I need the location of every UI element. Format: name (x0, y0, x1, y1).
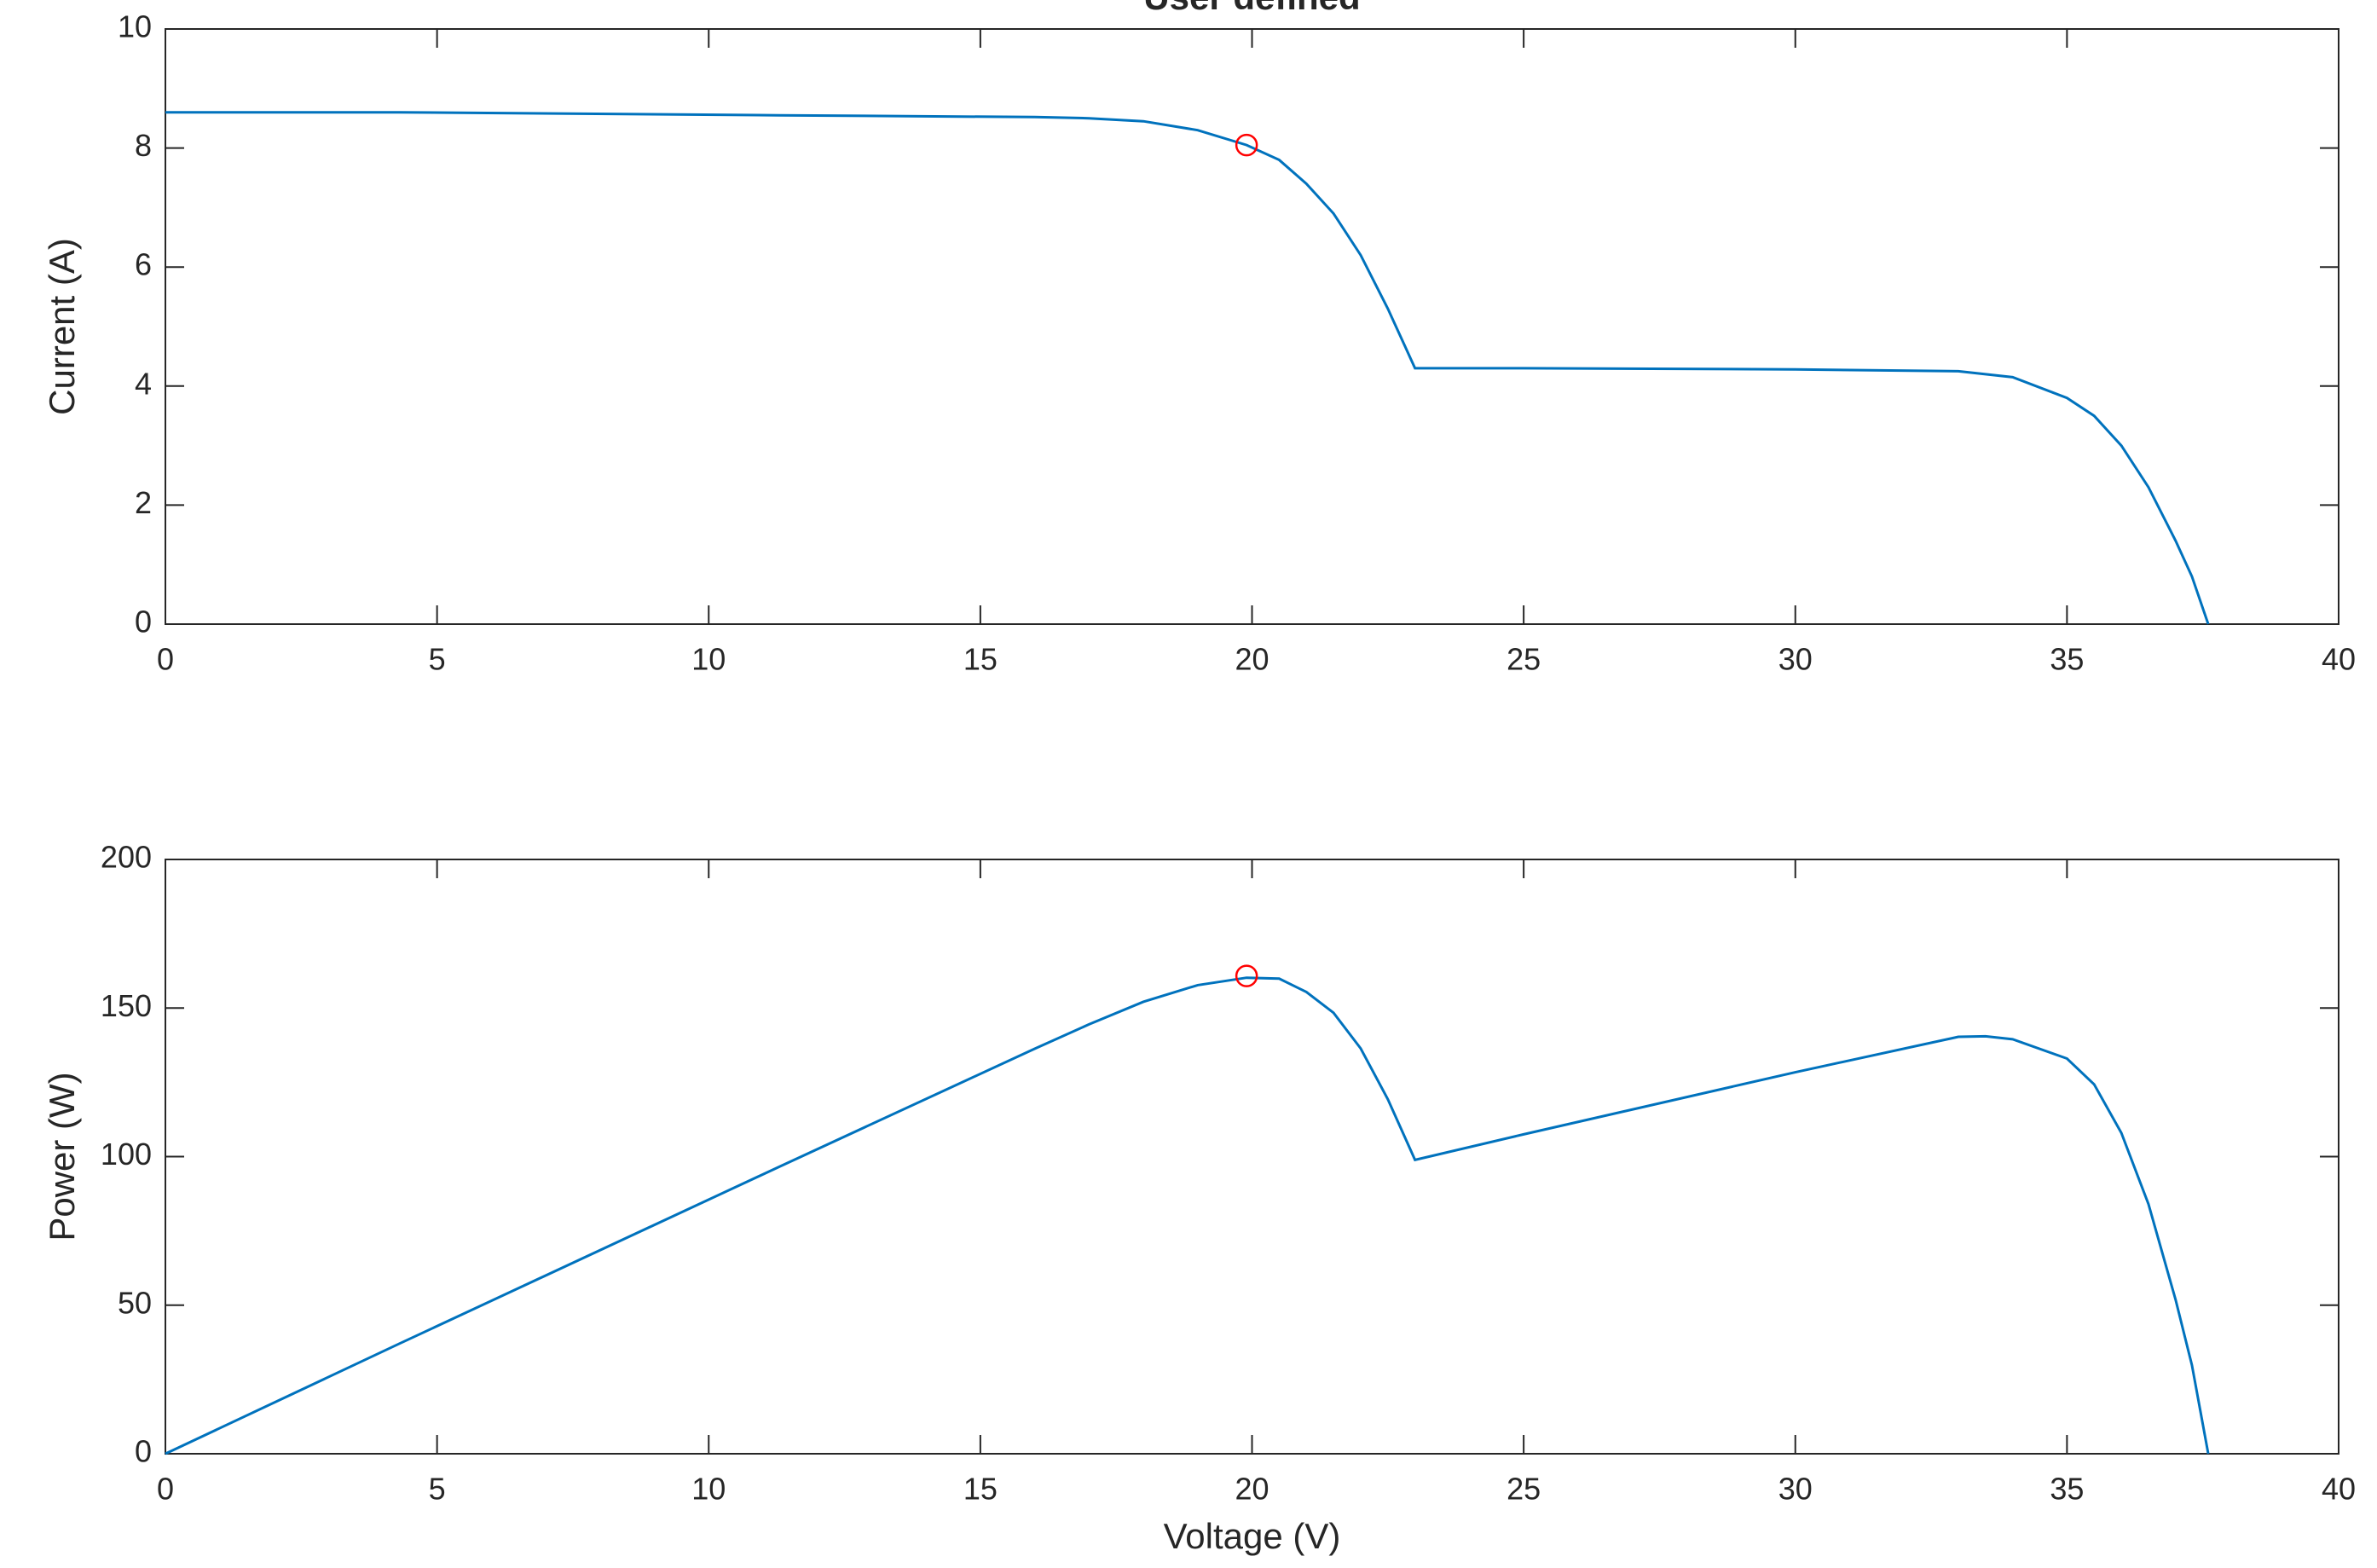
x-tick-label: 40 (2322, 642, 2356, 677)
x-tick-label: 20 (1235, 1472, 1269, 1507)
y-tick-label: 0 (135, 605, 152, 639)
max-power-marker (1235, 133, 1258, 157)
x-tick-label: 20 (1235, 642, 1269, 677)
x-tick-label: 10 (691, 642, 726, 677)
x-tick-label: 10 (691, 1472, 726, 1507)
x-tick-label: 25 (1507, 1472, 1541, 1507)
x-tick-label: 25 (1507, 642, 1541, 677)
max-power-marker (1235, 964, 1258, 987)
axes-box (165, 859, 2339, 1455)
y-tick-label: 50 (118, 1285, 152, 1320)
y-axis-label: Power (W) (42, 1072, 82, 1241)
y-tick-label: 0 (135, 1434, 152, 1469)
y-tick-label: 10 (118, 9, 152, 44)
y-tick-label: 4 (135, 366, 152, 401)
data-line (165, 976, 2210, 1455)
y-tick-label: 200 (101, 840, 152, 875)
y-tick-label: 6 (135, 247, 152, 282)
y-tick-label: 100 (101, 1137, 152, 1172)
axes-box (165, 28, 2339, 625)
x-tick-label: 30 (1778, 1472, 1813, 1507)
y-axis-label: Current (A) (42, 238, 82, 415)
x-tick-label: 0 (157, 1472, 174, 1507)
y-tick-label: 2 (135, 485, 152, 520)
x-tick-label: 35 (2050, 642, 2084, 677)
x-tick-label: 15 (963, 1472, 998, 1507)
data-line (165, 111, 2210, 625)
x-tick-label: 15 (963, 642, 998, 677)
x-tick-label: 40 (2322, 1472, 2356, 1507)
x-tick-label: 0 (157, 642, 174, 677)
x-axis-label: Voltage (V) (1164, 1516, 1341, 1556)
x-tick-label: 35 (2050, 1472, 2084, 1507)
x-tick-label: 5 (429, 642, 446, 677)
x-tick-label: 30 (1778, 642, 1813, 677)
x-tick-label: 5 (429, 1472, 446, 1507)
chart-title: User defined (1143, 0, 1360, 17)
y-tick-label: 150 (101, 988, 152, 1023)
y-tick-label: 8 (135, 128, 152, 163)
